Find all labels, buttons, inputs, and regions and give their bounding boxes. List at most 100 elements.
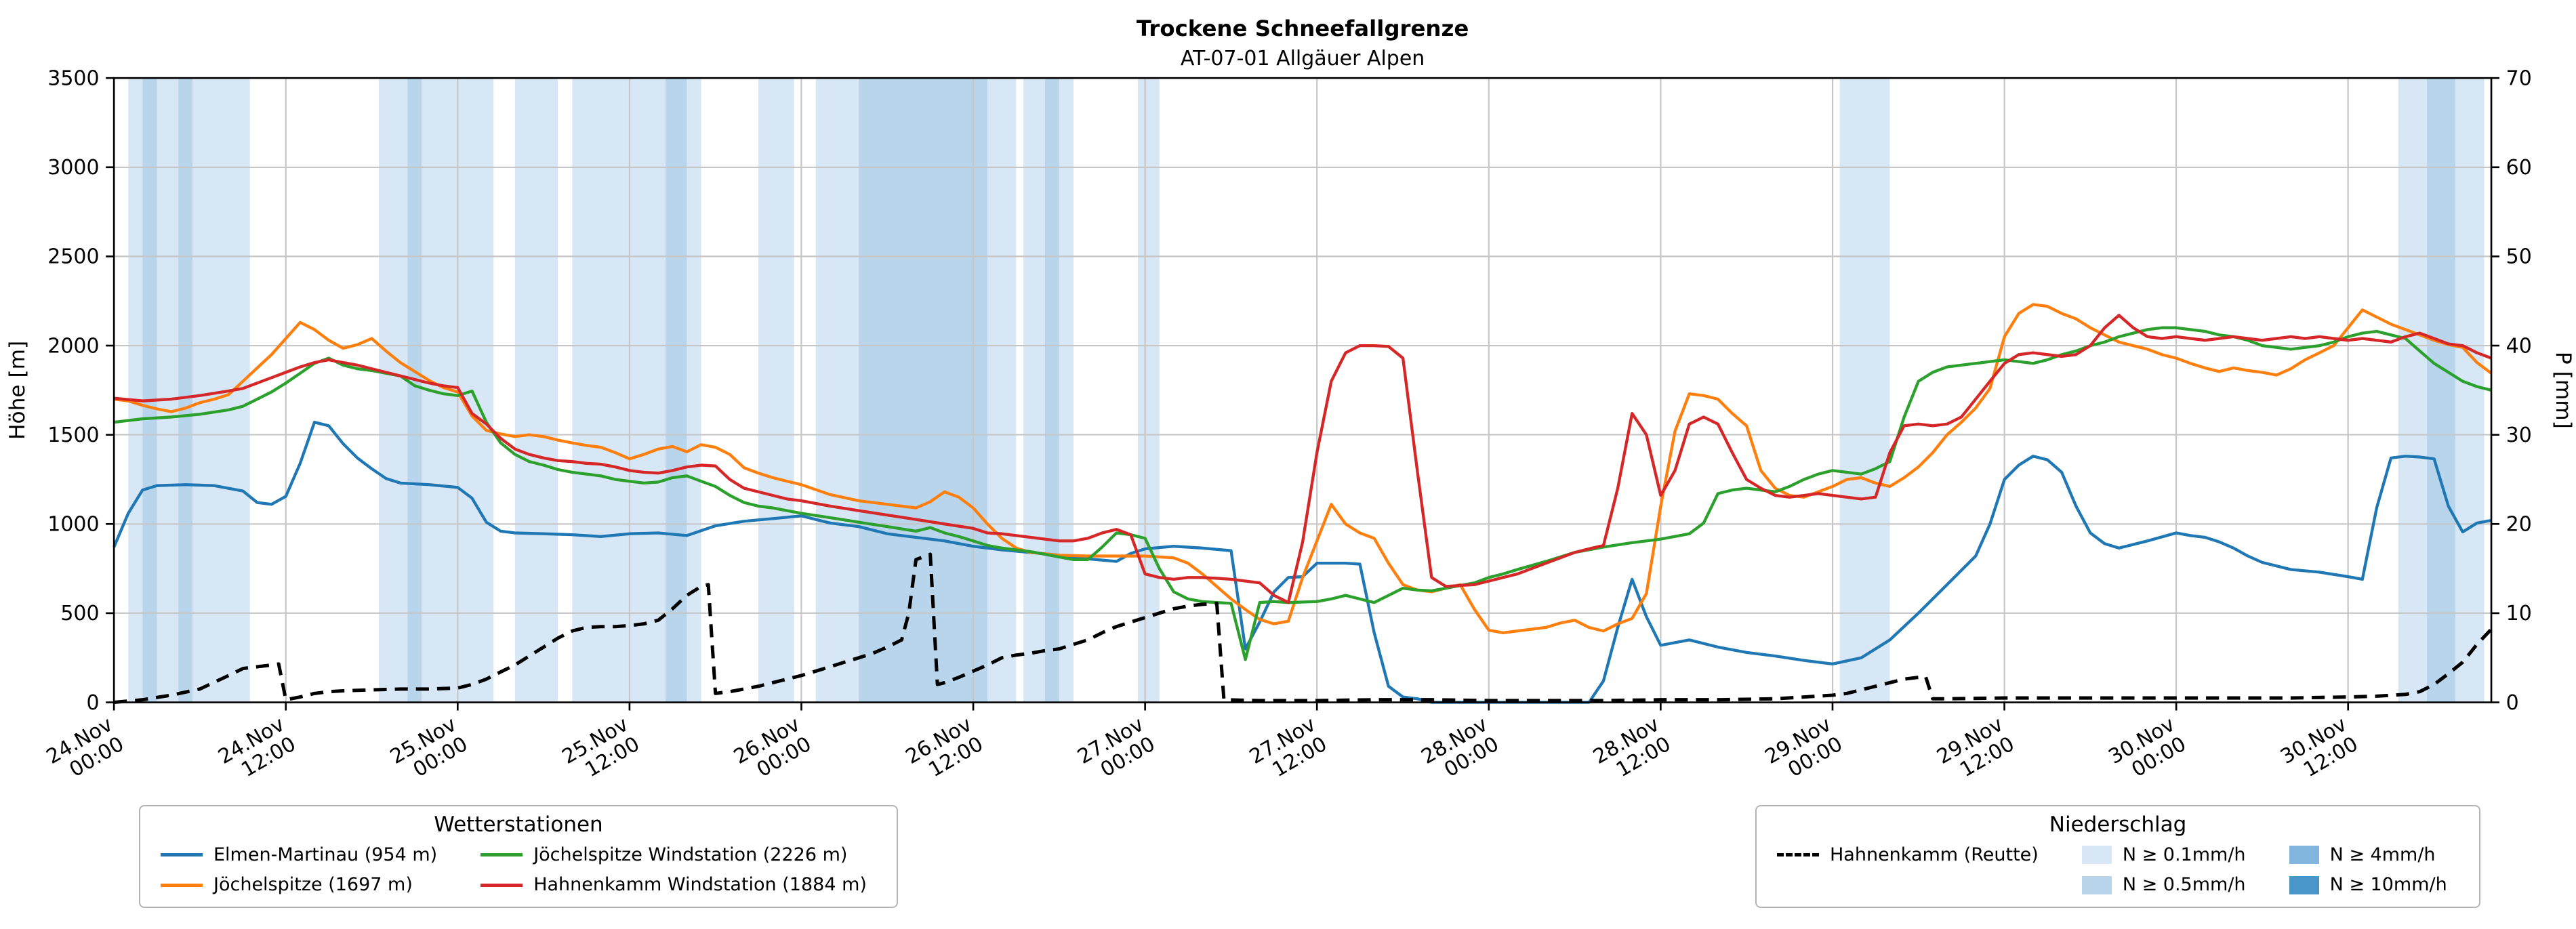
green-line-swatch bbox=[481, 853, 523, 857]
legend-item-precip-10: N ≥ 10mm/h bbox=[2289, 874, 2447, 896]
precip-band bbox=[815, 78, 859, 703]
precip-band bbox=[192, 78, 250, 703]
legend-stations-title: Wetterstationen bbox=[434, 812, 603, 837]
ytick-right-label: 70 bbox=[2506, 66, 2532, 90]
svg-text:24.Nov12:00: 24.Nov12:00 bbox=[214, 713, 300, 789]
orange-line-swatch bbox=[161, 883, 203, 887]
ytick-right-label: 30 bbox=[2506, 424, 2532, 447]
legend-item-precip-4: N ≥ 4mm/h bbox=[2289, 844, 2447, 866]
legend-wetterstationen: Wetterstationen Elmen-Martinau (954 m) J… bbox=[139, 805, 898, 909]
series-line bbox=[113, 303, 2493, 634]
ytick-right-label: 50 bbox=[2506, 245, 2532, 269]
legend-label-precip-4: N ≥ 4mm/h bbox=[2329, 844, 2436, 865]
xtick-label: 24.Nov12:00 bbox=[214, 713, 300, 789]
legend-precip-items: Hahnenkamm (Reutte) N ≥ 0.1mm/h N ≥ 0.5m… bbox=[1777, 844, 2459, 896]
legend-item-hahnenkamm-windstation: Hahnenkamm Windstation (1884 m) bbox=[481, 874, 867, 896]
precip-band bbox=[1138, 78, 1160, 703]
legend-item-precip-0.5: N ≥ 0.5mm/h bbox=[2081, 874, 2246, 896]
ytick-right-label: 10 bbox=[2506, 602, 2532, 625]
xtick-label: 27.Nov12:00 bbox=[1246, 713, 1331, 789]
svg-text:30.Nov00:00: 30.Nov00:00 bbox=[2105, 713, 2190, 789]
ytick-left-label: 2500 bbox=[47, 245, 99, 269]
precip-band bbox=[987, 78, 1017, 703]
ytick-left-label: 3500 bbox=[47, 66, 99, 90]
svg-text:25.Nov00:00: 25.Nov00:00 bbox=[386, 713, 472, 789]
ytick-left-label: 1500 bbox=[47, 424, 99, 447]
y-axis-label-left: Höhe [m] bbox=[5, 341, 30, 440]
plot-frame bbox=[113, 77, 2493, 703]
ytick-left-label: 0 bbox=[86, 691, 99, 715]
ytick-right-label: 0 bbox=[2506, 691, 2519, 715]
ytick-left-label: 1000 bbox=[47, 513, 99, 537]
xtick-label: 28.Nov12:00 bbox=[1589, 713, 1675, 789]
chart-subtitle: AT-07-01 Allgäuer Alpen bbox=[1181, 47, 1425, 70]
precip-band bbox=[514, 78, 558, 703]
precip-patch-0.1-swatch bbox=[2081, 846, 2112, 865]
legend-item-precip-0.1: N ≥ 0.1mm/h bbox=[2081, 844, 2246, 866]
precip-band bbox=[859, 78, 988, 703]
legend-item-elmen-martinau: Elmen-Martinau (954 m) bbox=[161, 844, 437, 866]
precip-band bbox=[2427, 78, 2456, 703]
legend-item-joechelspitze-windstation: Jöchelspitze Windstation (2226 m) bbox=[481, 844, 867, 866]
legend-niederschlag: Niederschlag Hahnenkamm (Reutte) N ≥ 0.1… bbox=[1755, 805, 2480, 909]
svg-text:28.Nov00:00: 28.Nov00:00 bbox=[1417, 713, 1502, 789]
series-line bbox=[113, 326, 2492, 661]
xtick-label: 29.Nov00:00 bbox=[1761, 713, 1847, 789]
xtick-label: 26.Nov12:00 bbox=[901, 713, 987, 783]
series-line bbox=[113, 420, 2492, 704]
svg-text:28.Nov12:00: 28.Nov12:00 bbox=[1589, 713, 1675, 789]
precip-band bbox=[758, 78, 794, 703]
xtick-label: 30.Nov12:00 bbox=[2276, 713, 2362, 789]
precip-band bbox=[157, 78, 179, 703]
precip-band bbox=[2398, 78, 2428, 703]
xtick-label: 29.Nov12:00 bbox=[1933, 713, 2018, 789]
precip-band bbox=[178, 78, 193, 703]
svg-text:27.Nov00:00: 27.Nov00:00 bbox=[1074, 713, 1159, 789]
legend-label-precip-0.1: N ≥ 0.1mm/h bbox=[2122, 844, 2246, 865]
ytick-left-label: 500 bbox=[60, 602, 99, 625]
ytick-right-label: 40 bbox=[2506, 334, 2532, 358]
legend-item-hahnenkamm-reutte: Hahnenkamm (Reutte) bbox=[1777, 844, 2039, 866]
red-line-swatch bbox=[481, 883, 523, 887]
xtick-label: 25.Nov12:00 bbox=[558, 713, 644, 789]
precip-band bbox=[142, 78, 157, 703]
precip-patch-10-swatch bbox=[2289, 875, 2319, 894]
svg-text:26.Nov00:00: 26.Nov00:00 bbox=[730, 713, 815, 789]
legend-label-elmen-martinau: Elmen-Martinau (954 m) bbox=[213, 844, 438, 865]
precip-band bbox=[572, 78, 666, 703]
precip-patch-0.5-swatch bbox=[2081, 875, 2112, 894]
svg-text:24.Nov00:00: 24.Nov00:00 bbox=[43, 713, 128, 789]
series-line bbox=[113, 552, 2493, 705]
chart-title: Trockene Schneefallgrenze bbox=[1137, 16, 1469, 41]
ytick-left-label: 3000 bbox=[47, 156, 99, 180]
xtick-label: 30.Nov00:00 bbox=[2105, 713, 2190, 789]
precip-band bbox=[1044, 78, 1059, 703]
y-axis-label-right: P [mm] bbox=[2551, 352, 2575, 429]
svg-text:29.Nov00:00: 29.Nov00:00 bbox=[1761, 713, 1847, 789]
svg-text:27.Nov12:00: 27.Nov12:00 bbox=[1246, 713, 1331, 789]
precip-patch-4-swatch bbox=[2289, 846, 2319, 865]
xtick-label: 25.Nov00:00 bbox=[386, 713, 472, 789]
ytick-right-label: 60 bbox=[2506, 156, 2532, 180]
precip-band bbox=[128, 78, 143, 703]
precip-band bbox=[687, 78, 701, 703]
legend-item-joechelspitze: Jöchelspitze (1697 m) bbox=[161, 874, 437, 896]
xtick-label: 28.Nov00:00 bbox=[1417, 713, 1502, 789]
legend-label-precip-0.5: N ≥ 0.5mm/h bbox=[2122, 874, 2246, 896]
svg-text:29.Nov12:00: 29.Nov12:00 bbox=[1933, 713, 2018, 789]
svg-text:30.Nov12:00: 30.Nov12:00 bbox=[2276, 713, 2362, 789]
precip-band bbox=[1839, 78, 1890, 703]
precip-band bbox=[379, 78, 408, 703]
precip-band bbox=[1023, 78, 1045, 703]
precip-band bbox=[665, 78, 687, 703]
legend-stations-items: Elmen-Martinau (954 m) Jöchelspitze (169… bbox=[161, 844, 876, 896]
legend-label-hahnenkamm-reutte: Hahnenkamm (Reutte) bbox=[1830, 844, 2039, 865]
svg-text:25.Nov12:00: 25.Nov12:00 bbox=[558, 713, 644, 789]
legend-label-joechelspitze-windstation: Jöchelspitze Windstation (2226 m) bbox=[533, 844, 848, 865]
dashed-line-swatch bbox=[1777, 853, 1819, 857]
precip-band bbox=[1059, 78, 1074, 703]
xtick-label: 27.Nov00:00 bbox=[1074, 713, 1159, 789]
precip-band bbox=[2455, 78, 2485, 703]
legend-label-hahnenkamm-windstation: Hahnenkamm Windstation (1884 m) bbox=[533, 874, 867, 896]
